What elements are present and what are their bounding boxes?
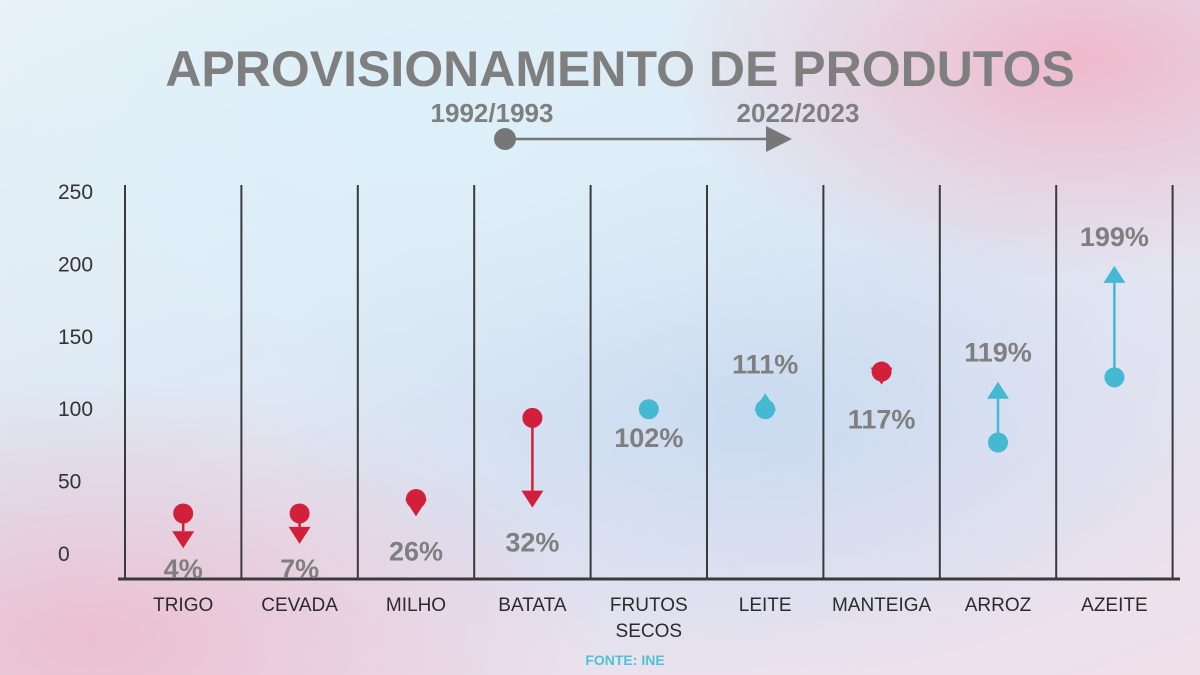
category-label: ARROZ <box>965 595 1032 616</box>
category-label: LEITE <box>739 595 792 616</box>
data-label: 32% <box>505 528 559 558</box>
y-tick-label: 100 <box>58 398 93 421</box>
data-mark: 26% <box>389 488 443 566</box>
data-mark: 4% <box>164 503 203 584</box>
y-tick-label: 200 <box>58 253 93 276</box>
arrow-head <box>1103 265 1126 283</box>
data-label: 111% <box>732 349 798 379</box>
start-point <box>406 488 426 509</box>
start-point <box>638 399 659 420</box>
y-axis-ticks: 0 50 100 150 200 250 <box>58 181 93 566</box>
start-point <box>988 432 1008 453</box>
start-point <box>289 503 310 524</box>
category-label: AZEITE <box>1081 595 1148 616</box>
data-label: 117% <box>848 405 916 435</box>
chart-title: APROVISIONAMENTO DE PRODUTOS <box>165 41 1074 97</box>
data-mark: 117% <box>848 361 916 435</box>
category-label: CEVADA <box>261 595 338 616</box>
category-labels: TRIGO CEVADA MILHO BATATA FRUTOS SECOS LEITE MA… <box>153 595 1148 642</box>
y-tick-label: 50 <box>58 471 81 494</box>
data-label: 26% <box>389 536 443 566</box>
arrow-head <box>521 490 544 508</box>
data-mark: 102% <box>614 399 683 453</box>
category-label: TRIGO <box>153 595 213 616</box>
data-label: 199% <box>1080 222 1149 252</box>
y-tick-label: 150 <box>58 326 93 349</box>
category-label: MILHO <box>386 595 446 616</box>
data-label: 119% <box>964 338 1032 368</box>
start-point <box>1104 367 1125 388</box>
data-mark: 7% <box>280 503 319 584</box>
y-tick-label: 250 <box>58 181 93 204</box>
period-arrow-head <box>766 126 792 152</box>
data-mark: 32% <box>505 407 559 558</box>
start-point <box>173 503 194 524</box>
period-end-label: 2022/2023 <box>737 98 860 128</box>
period-start-label: 1992/1993 <box>431 98 554 128</box>
category-label: BATATA <box>498 595 567 616</box>
data-marks: 4% 7% 26% 32% 102% 111% 117% 119% 199% <box>164 222 1149 584</box>
start-point <box>522 407 543 428</box>
gridlines <box>124 185 1174 579</box>
data-label: 4% <box>164 554 203 584</box>
data-mark: 199% <box>1080 222 1149 388</box>
category-label: MANTEIGA <box>832 595 932 616</box>
data-label: 102% <box>614 423 683 453</box>
arrow-head <box>172 531 195 549</box>
period-start-dot <box>494 128 516 150</box>
source-label: FONTE: INE <box>585 652 664 668</box>
start-point <box>871 361 892 382</box>
arrow-head <box>288 526 311 544</box>
category-label: FRUTOS SECOS <box>610 595 688 642</box>
period-indicator: 1992/1993 2022/2023 <box>431 98 860 152</box>
data-mark: 119% <box>964 338 1032 453</box>
data-label: 7% <box>280 554 319 584</box>
start-point <box>755 399 776 420</box>
arrow-head <box>987 381 1009 399</box>
data-mark: 111% <box>732 349 798 420</box>
y-tick-label: 0 <box>58 543 70 566</box>
